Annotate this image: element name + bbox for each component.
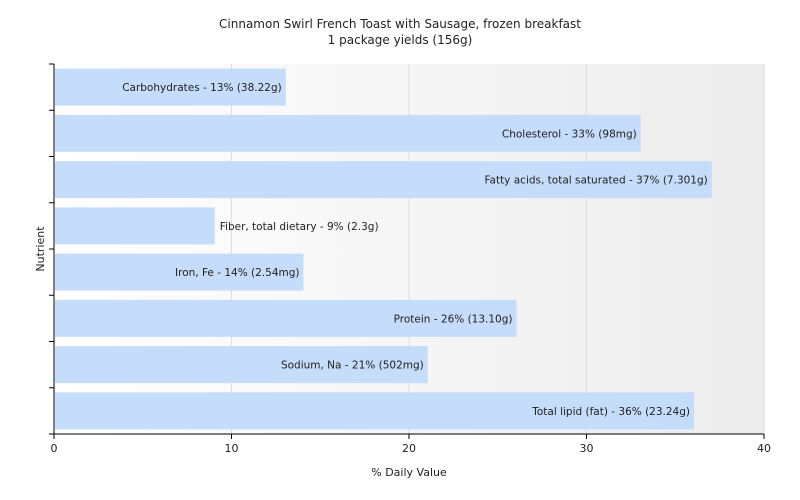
bar: [55, 114, 641, 152]
bar-label: Iron, Fe - 14% (2.54mg): [175, 267, 299, 279]
bar: [55, 299, 517, 337]
y-axis-label: Nutrient: [34, 226, 47, 272]
x-tick-label: 0: [51, 442, 58, 455]
x-tick-label: 40: [757, 442, 771, 455]
bar: [55, 68, 286, 106]
chart-title: Cinnamon Swirl French Toast with Sausage…: [219, 17, 581, 31]
x-tick-label: 30: [580, 442, 594, 455]
bar-label: Protein - 26% (13.10g): [394, 313, 513, 325]
bar: [55, 161, 712, 199]
axes: 0 10 20 30 40: [49, 63, 771, 455]
bar: [55, 346, 428, 384]
x-tick-label: 10: [225, 442, 239, 455]
bar-label: Fatty acids, total saturated - 37% (7.30…: [484, 175, 707, 187]
x-axis-label: % Daily Value: [371, 466, 447, 479]
x-tick-label: 20: [402, 442, 416, 455]
bar: [55, 207, 215, 245]
bar: [55, 392, 694, 430]
bar-label: Cholesterol - 33% (98mg): [502, 128, 637, 140]
bar-label: Sodium, Na - 21% (502mg): [281, 360, 424, 372]
chart-subtitle: 1 package yields (156g): [328, 33, 473, 47]
bars: Carbohydrates - 13% (38.22g) Cholesterol …: [55, 68, 712, 430]
bar: [55, 253, 304, 291]
bar-label: Fiber, total dietary - 9% (2.3g): [220, 221, 379, 233]
bar-label: Carbohydrates - 13% (38.22g): [122, 82, 282, 94]
bar-label: Total lipid (fat) - 36% (23.24g): [531, 406, 690, 418]
